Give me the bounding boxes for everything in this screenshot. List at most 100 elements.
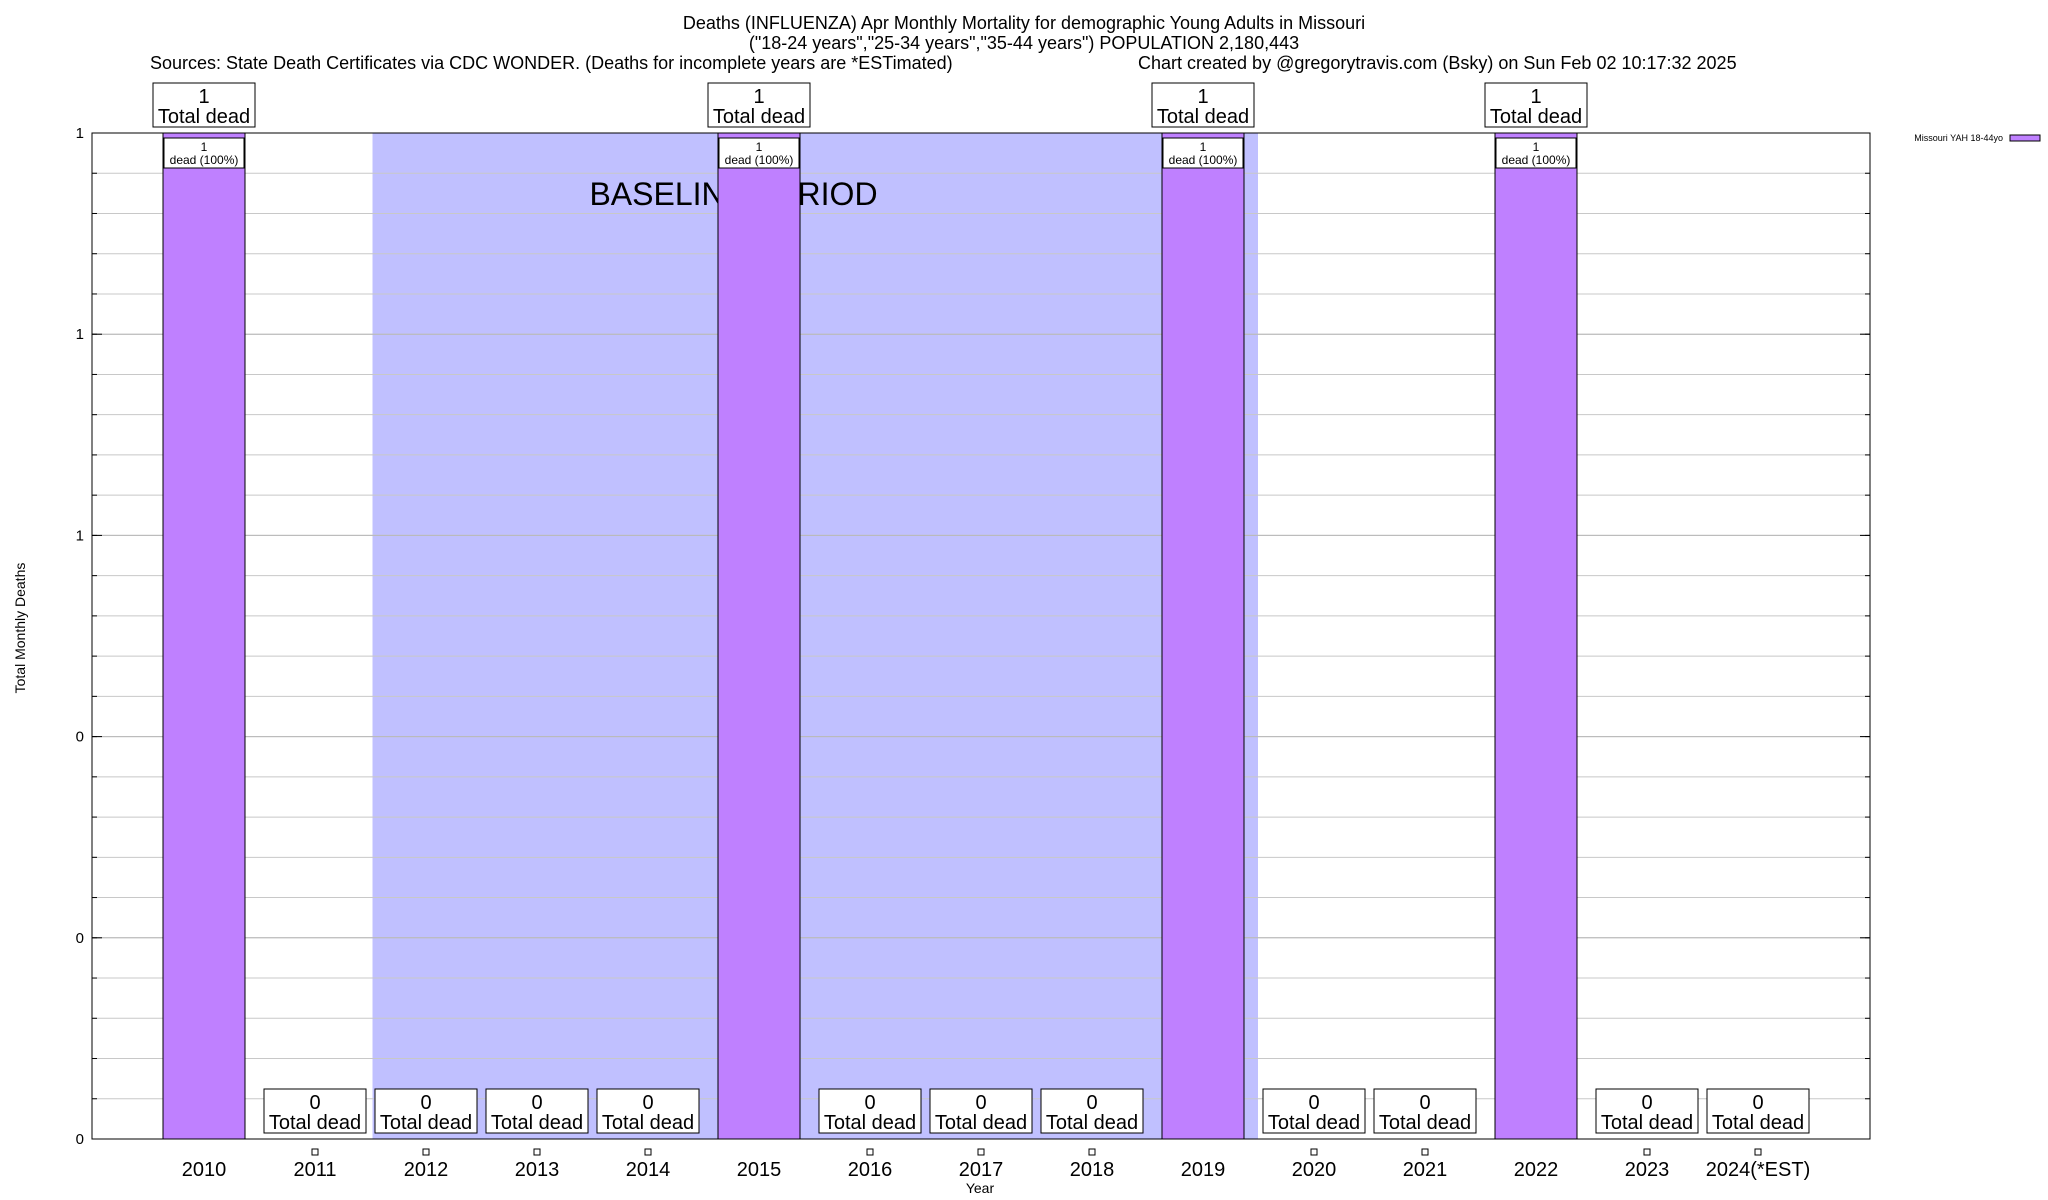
total-label-count: 1	[198, 86, 209, 108]
inner-label-count: 1	[201, 140, 208, 154]
inner-label-box	[718, 137, 800, 169]
total-label-box	[1484, 82, 1588, 128]
total-label-suffix: Total dead	[824, 1112, 916, 1134]
total-label-box	[485, 1088, 589, 1134]
chart-title: Deaths (INFLUENZA) Apr Monthly Mortality…	[682, 13, 1366, 33]
total-label-suffix: Total dead	[1046, 1112, 1138, 1134]
total-label-suffix: Total dead	[1268, 1112, 1360, 1134]
inner-label-count: 1	[756, 140, 763, 154]
x-tick-label: 2019	[1181, 1159, 1226, 1181]
x-tick-label: 2016	[848, 1159, 893, 1181]
total-label-count: 0	[309, 1092, 320, 1114]
total-label-count: 1	[753, 86, 764, 108]
inner-label-pct: dead (100%)	[170, 153, 239, 167]
zero-marker-2013	[533, 1148, 541, 1156]
total-label-box	[707, 82, 811, 128]
total-label-suffix: Total dead	[1490, 106, 1582, 128]
x-axis-label: Year	[965, 1180, 995, 1196]
inner-label-count: 1	[1533, 140, 1540, 154]
total-label-suffix: Total dead	[1712, 1112, 1804, 1134]
total-label-count: 0	[1641, 1092, 1652, 1114]
zero-marker-2020	[1310, 1148, 1318, 1156]
total-label-count: 0	[642, 1092, 653, 1114]
zero-marker-2011	[311, 1148, 319, 1156]
x-tick-label: 2013	[515, 1159, 560, 1181]
total-label-count: 0	[1086, 1092, 1097, 1114]
total-label-suffix: Total dead	[713, 106, 805, 128]
x-tick-label: 2017	[959, 1159, 1004, 1181]
total-label-box	[818, 1088, 922, 1134]
total-label-count: 1	[1197, 86, 1208, 108]
inner-label-box	[1162, 137, 1244, 169]
x-tick-label: 2015	[737, 1159, 782, 1181]
inner-label-count: 1	[1200, 140, 1207, 154]
total-label-suffix: Total dead	[935, 1112, 1027, 1134]
total-label-count: 0	[864, 1092, 875, 1114]
total-label-suffix: Total dead	[1379, 1112, 1471, 1134]
total-label-count: 0	[1419, 1092, 1430, 1114]
zero-marker-2024(*EST)	[1754, 1148, 1762, 1156]
x-tick-label: 2020	[1292, 1159, 1337, 1181]
total-label-box	[1040, 1088, 1144, 1134]
zero-marker-2014	[644, 1148, 652, 1156]
x-tick-label: 2021	[1403, 1159, 1448, 1181]
legend-swatch	[2009, 134, 2041, 142]
y-tick-label: 1	[76, 326, 84, 343]
x-tick-label: 2022	[1514, 1159, 1559, 1181]
total-label-box	[1373, 1088, 1477, 1134]
total-label-box	[929, 1088, 1033, 1134]
total-label-suffix: Total dead	[491, 1112, 583, 1134]
total-label-suffix: Total dead	[158, 106, 250, 128]
inner-label-pct: dead (100%)	[1502, 153, 1571, 167]
credit-note: Chart created by @gregorytravis.com (Bsk…	[1138, 53, 1737, 73]
x-tick-label: 2010	[182, 1159, 227, 1181]
total-label-count: 0	[1752, 1092, 1763, 1114]
x-tick-label: 2011	[293, 1159, 336, 1181]
y-tick-label: 1	[76, 125, 84, 142]
total-label-suffix: Total dead	[1157, 106, 1249, 128]
zero-marker-2017	[977, 1148, 985, 1156]
x-tick-label: 2014	[626, 1159, 671, 1181]
inner-label-box	[1495, 137, 1577, 169]
x-tick-label: 2012	[404, 1159, 449, 1181]
total-label-box	[1706, 1088, 1810, 1134]
total-label-box	[374, 1088, 478, 1134]
chart-subtitle: ("18-24 years","25-34 years","35-44 year…	[748, 33, 1300, 53]
source-note: Sources: State Death Certificates via CD…	[150, 53, 953, 73]
total-label-box	[1595, 1088, 1699, 1134]
y-tick-label: 0	[76, 930, 84, 947]
zero-marker-2016	[866, 1148, 874, 1156]
total-label-box	[1262, 1088, 1366, 1134]
total-label-count: 0	[975, 1092, 986, 1114]
y-tick-label: 1	[76, 527, 84, 544]
legend-label: Missouri YAH 18-44yo	[1914, 133, 2003, 143]
total-label-suffix: Total dead	[380, 1112, 472, 1134]
bar-2019	[1161, 132, 1245, 1140]
x-tick-label: 2018	[1070, 1159, 1115, 1181]
total-label-suffix: Total dead	[1601, 1112, 1693, 1134]
total-label-count: 0	[1308, 1092, 1319, 1114]
bar-2022	[1494, 132, 1578, 1140]
inner-label-box	[163, 137, 245, 169]
total-label-count: 1	[1530, 86, 1541, 108]
inner-label-pct: dead (100%)	[1169, 153, 1238, 167]
bar-2015	[717, 132, 801, 1140]
x-tick-label: 2023	[1625, 1159, 1670, 1181]
zero-marker-2018	[1088, 1148, 1096, 1156]
